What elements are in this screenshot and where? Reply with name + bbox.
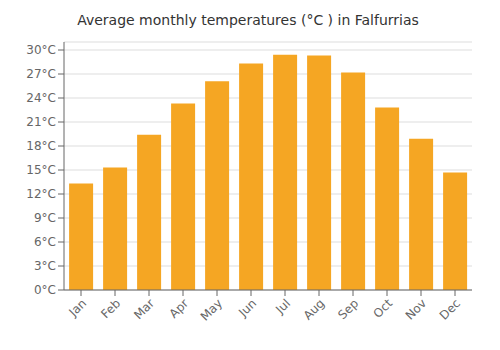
svg-text:Apr: Apr	[167, 296, 192, 321]
svg-text:27°C: 27°C	[26, 67, 56, 81]
svg-text:0°C: 0°C	[34, 283, 56, 297]
svg-text:21°C: 21°C	[26, 115, 56, 129]
svg-text:Aug: Aug	[301, 296, 327, 322]
svg-text:Oct: Oct	[371, 296, 396, 321]
svg-text:Sep: Sep	[335, 296, 361, 322]
svg-text:May: May	[198, 296, 225, 323]
svg-text:Feb: Feb	[98, 296, 123, 321]
svg-text:18°C: 18°C	[26, 139, 56, 153]
svg-text:Nov: Nov	[403, 296, 429, 322]
svg-text:6°C: 6°C	[34, 235, 56, 249]
svg-text:9°C: 9°C	[34, 211, 56, 225]
svg-text:Jan: Jan	[65, 296, 89, 320]
svg-text:12°C: 12°C	[26, 187, 56, 201]
svg-text:Jul: Jul	[272, 296, 293, 317]
svg-text:3°C: 3°C	[34, 259, 56, 273]
html-text:Average monthly temperatures (: Average monthly temperatures (°C ) in Fa…	[77, 12, 419, 28]
svg-text:Jun: Jun	[235, 296, 259, 320]
svg-text:15°C: 15°C	[26, 163, 56, 177]
svg-text:24°C: 24°C	[26, 91, 56, 105]
svg-text:Mar: Mar	[131, 296, 157, 322]
svg-text:30°C: 30°C	[26, 43, 56, 57]
svg-text:Dec: Dec	[437, 296, 463, 322]
